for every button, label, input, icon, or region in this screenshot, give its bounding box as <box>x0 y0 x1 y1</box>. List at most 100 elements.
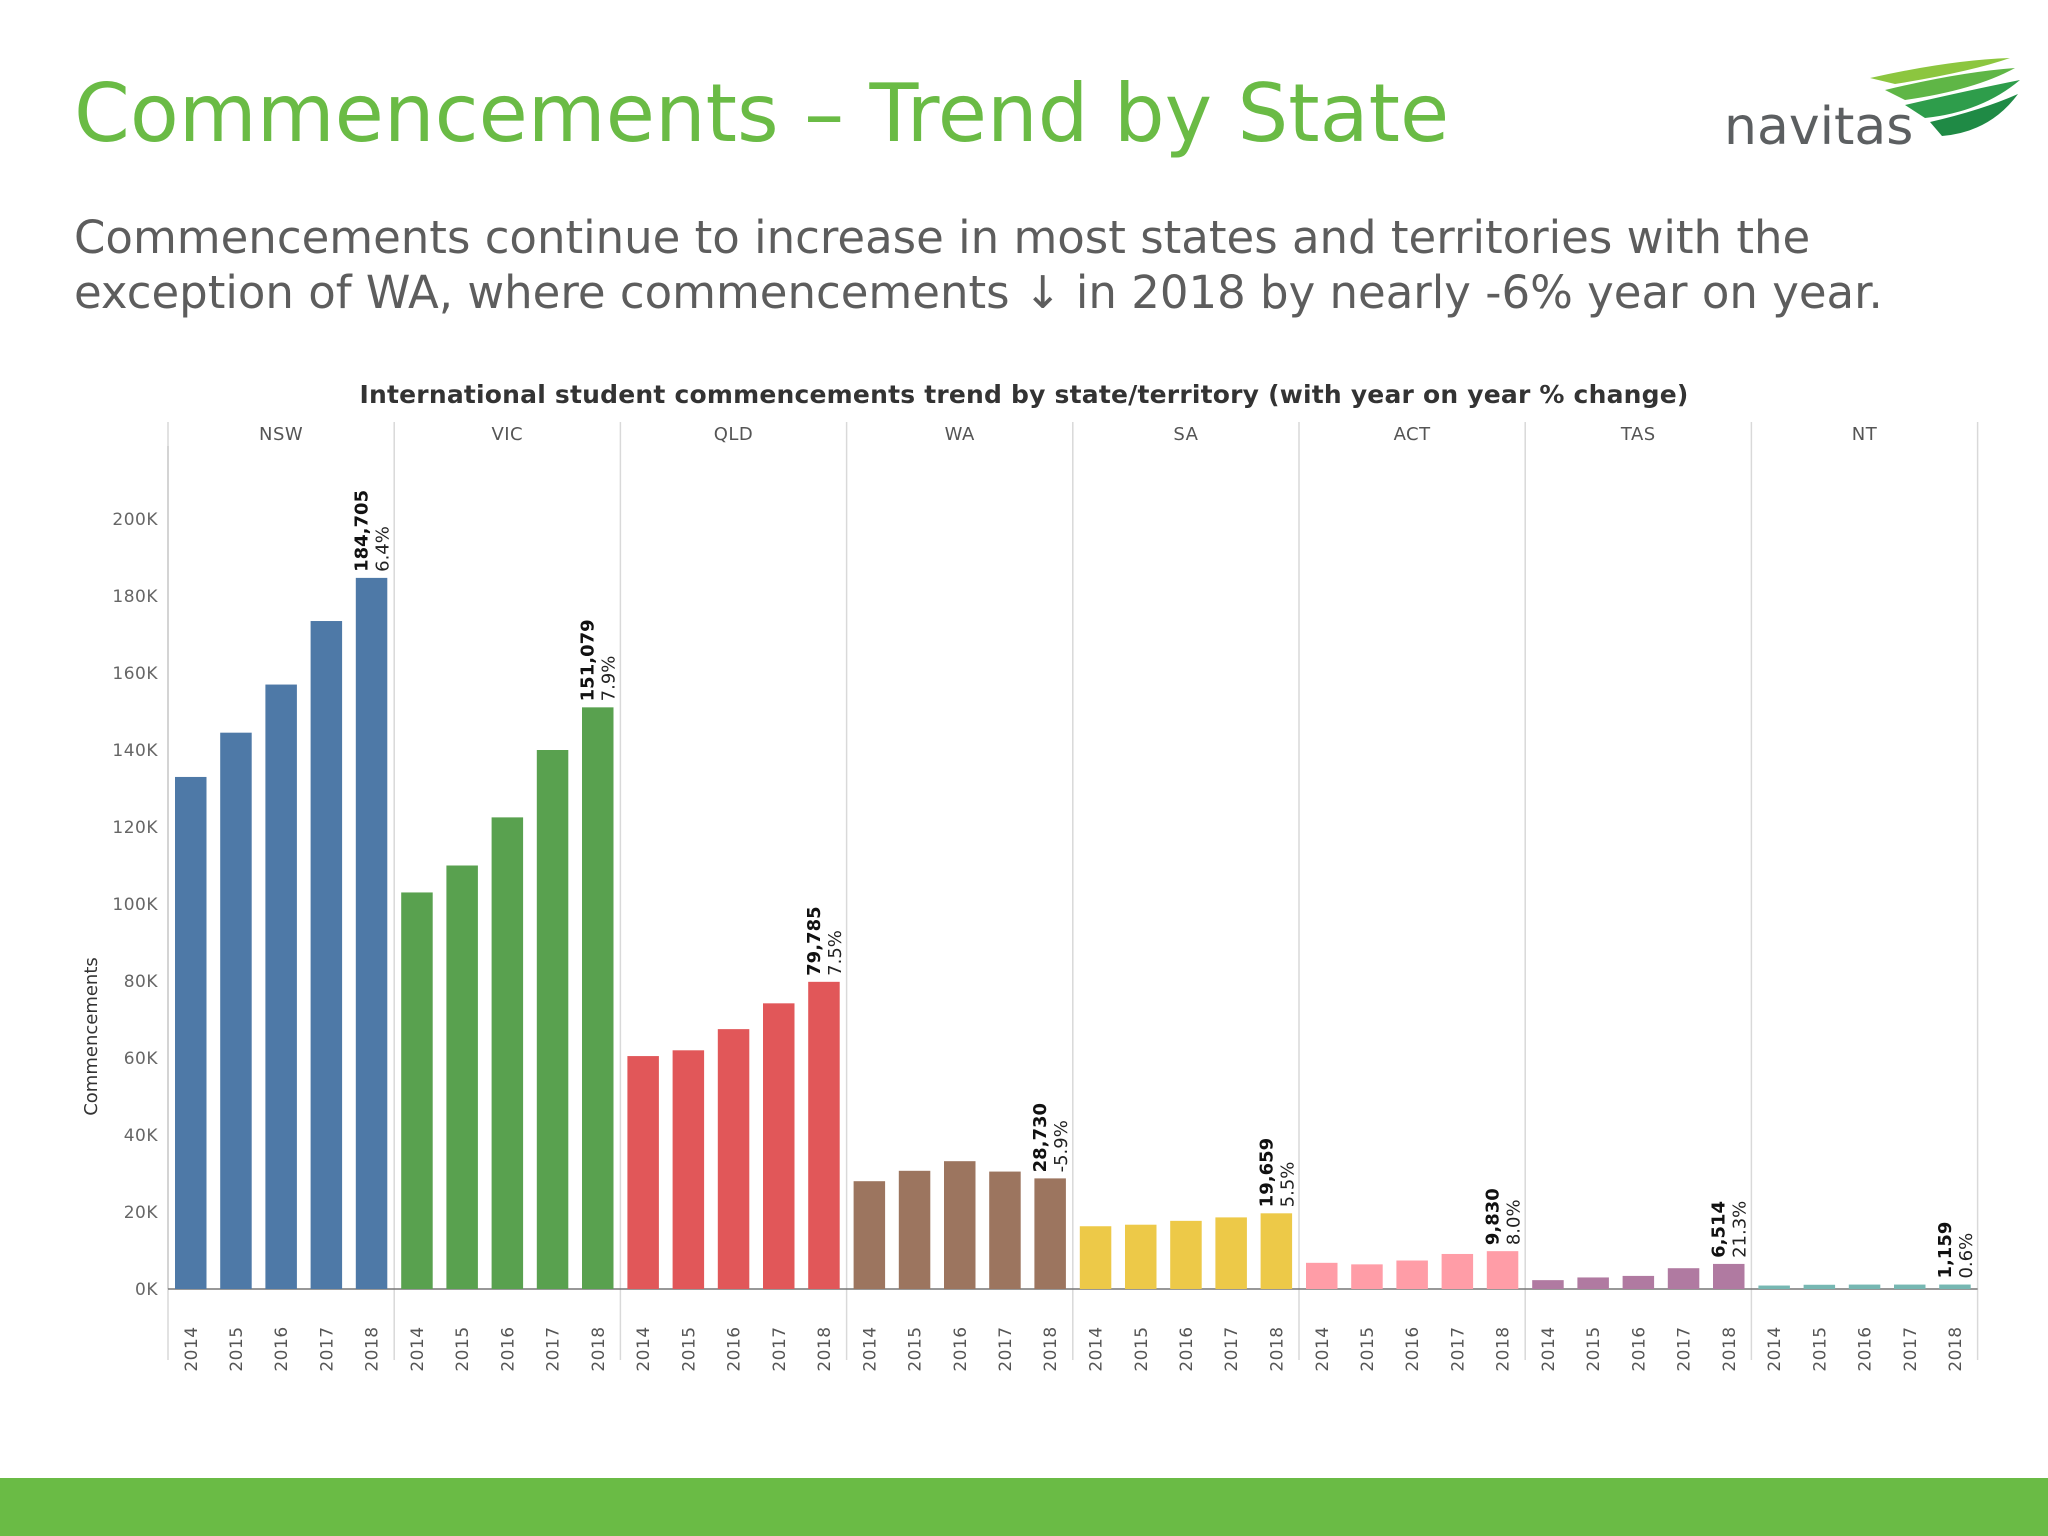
x-tick-label: 2015 <box>679 1326 699 1371</box>
x-tick-label: 2014 <box>1087 1326 1107 1371</box>
x-tick-label: 2016 <box>498 1326 518 1371</box>
x-tick-label: 2018 <box>1041 1326 1061 1371</box>
bar-nt-2017 <box>1894 1284 1926 1289</box>
bar-nsw-2014 <box>175 776 207 1289</box>
bar-nt-2018 <box>1939 1284 1971 1289</box>
bar-vic-2015 <box>446 865 478 1289</box>
x-tick-label: 2015 <box>1358 1326 1378 1371</box>
x-tick-label: 2016 <box>951 1326 971 1371</box>
bar-act-2016 <box>1396 1260 1428 1289</box>
chart-title: International student commencements tren… <box>359 380 1689 409</box>
slide-subtitle: Commencements continue to increase in mo… <box>74 210 2014 320</box>
bar-tas-2016 <box>1622 1275 1655 1289</box>
bar-qld-2015 <box>672 1050 705 1289</box>
bar-act-2014 <box>1306 1262 1338 1289</box>
subtitle-line-1: Commencements continue to increase in mo… <box>74 211 1811 264</box>
x-tick-label: 2016 <box>725 1326 745 1371</box>
y-tick-label: 100K <box>112 895 158 915</box>
y-tick-label: 200K <box>112 510 158 530</box>
x-tick-label: 2014 <box>634 1326 654 1371</box>
bar-wa-2016 <box>944 1161 976 1289</box>
x-tick-label: 2018 <box>589 1326 609 1371</box>
bar-nsw-2017 <box>310 621 343 1289</box>
bar-vic-2018 <box>582 707 614 1289</box>
x-tick-label: 2017 <box>544 1326 564 1371</box>
y-axis-title: Commencements <box>81 957 102 1116</box>
x-tick-label: 2018 <box>1946 1326 1966 1371</box>
y-tick-label: 40K <box>124 1126 159 1146</box>
data-label-change-nt: 0.6% <box>1956 1233 1977 1279</box>
bar-tas-2018 <box>1713 1263 1745 1289</box>
bar-vic-2014 <box>401 892 433 1289</box>
panel-header-act: ACT <box>1394 424 1432 445</box>
data-label-change-wa: -5.9% <box>1051 1120 1072 1172</box>
x-tick-label: 2017 <box>1901 1326 1921 1371</box>
bar-vic-2016 <box>491 817 524 1289</box>
x-tick-label: 2015 <box>453 1326 473 1371</box>
logo-swoosh-icon <box>1870 58 2020 136</box>
x-tick-label: 2015 <box>906 1326 926 1371</box>
x-tick-label: 2016 <box>1856 1326 1876 1371</box>
x-tick-label: 2016 <box>1629 1326 1649 1371</box>
x-tick-label: 2017 <box>317 1326 337 1371</box>
bar-act-2018 <box>1486 1251 1519 1289</box>
x-tick-label: 2016 <box>272 1326 292 1371</box>
bar-sa-2016 <box>1170 1220 1202 1289</box>
y-tick-label: 20K <box>124 1203 159 1223</box>
x-tick-label: 2014 <box>1539 1326 1559 1371</box>
bar-sa-2014 <box>1079 1226 1112 1289</box>
x-tick-label: 2017 <box>1675 1326 1695 1371</box>
data-label-change-sa: 5.5% <box>1277 1162 1298 1208</box>
bar-tas-2015 <box>1577 1277 1609 1289</box>
data-label-value-act: 9,830 <box>1483 1188 1504 1245</box>
bar-nt-2016 <box>1848 1284 1881 1289</box>
panel-header-vic: VIC <box>491 424 523 445</box>
x-tick-label: 2014 <box>408 1326 428 1371</box>
x-tick-label: 2015 <box>1584 1326 1604 1371</box>
panel-header-nsw: NSW <box>259 424 303 445</box>
bar-wa-2015 <box>898 1170 931 1289</box>
x-tick-label: 2018 <box>1720 1326 1740 1371</box>
panel-header-wa: WA <box>945 424 975 445</box>
bar-tas-2017 <box>1667 1268 1700 1289</box>
data-label-value-vic: 151,079 <box>578 619 599 701</box>
panel-header-tas: TAS <box>1620 424 1656 445</box>
bar-sa-2017 <box>1215 1217 1247 1289</box>
x-tick-label: 2017 <box>1448 1326 1468 1371</box>
x-tick-label: 2014 <box>1313 1326 1333 1371</box>
bar-nsw-2016 <box>265 684 297 1289</box>
data-label-value-tas: 6,514 <box>1709 1201 1730 1258</box>
bar-qld-2018 <box>808 981 840 1289</box>
data-label-change-vic: 7.9% <box>599 656 620 702</box>
x-tick-label: 2018 <box>815 1326 835 1371</box>
bar-act-2015 <box>1351 1264 1383 1289</box>
bar-nt-2014 <box>1758 1285 1790 1289</box>
commencements-chart: Commencements 0K 20K 40K 60K 80K 100K 120K 140K 1… <box>81 422 1979 1372</box>
x-tick-label: 2014 <box>182 1326 202 1371</box>
x-tick-label: 2018 <box>363 1326 383 1371</box>
x-tick-label: 2016 <box>1403 1326 1423 1371</box>
bar-sa-2015 <box>1125 1224 1157 1289</box>
bar-qld-2017 <box>763 1003 795 1289</box>
bar-wa-2017 <box>989 1171 1021 1289</box>
y-tick-label: 120K <box>112 818 158 838</box>
slide-title: Commencements – Trend by State <box>74 67 1450 160</box>
bar-sa-2018 <box>1260 1213 1293 1289</box>
subtitle-line-2: exception of WA, where commencements ↓ i… <box>74 266 1883 319</box>
y-tick-label: 80K <box>124 972 159 992</box>
bar-wa-2014 <box>853 1181 886 1289</box>
y-tick-label: 180K <box>112 587 158 607</box>
data-label-change-nsw: 6.4% <box>373 526 394 572</box>
navitas-logo: navitas <box>1724 58 2020 157</box>
y-tick-label: 0K <box>135 1280 158 1300</box>
data-label-value-wa: 28,730 <box>1030 1103 1051 1172</box>
x-tick-label: 2015 <box>1810 1326 1830 1371</box>
data-label-value-nt: 1,159 <box>1935 1222 1956 1279</box>
logo-wordmark: navitas <box>1724 97 1913 157</box>
y-tick-label: 60K <box>124 1049 159 1069</box>
bar-vic-2017 <box>536 750 569 1289</box>
data-label-change-tas: 21.3% <box>1730 1201 1751 1258</box>
bar-act-2017 <box>1441 1253 1474 1289</box>
bar-nt-2015 <box>1803 1284 1836 1289</box>
x-tick-label: 2015 <box>227 1326 247 1371</box>
